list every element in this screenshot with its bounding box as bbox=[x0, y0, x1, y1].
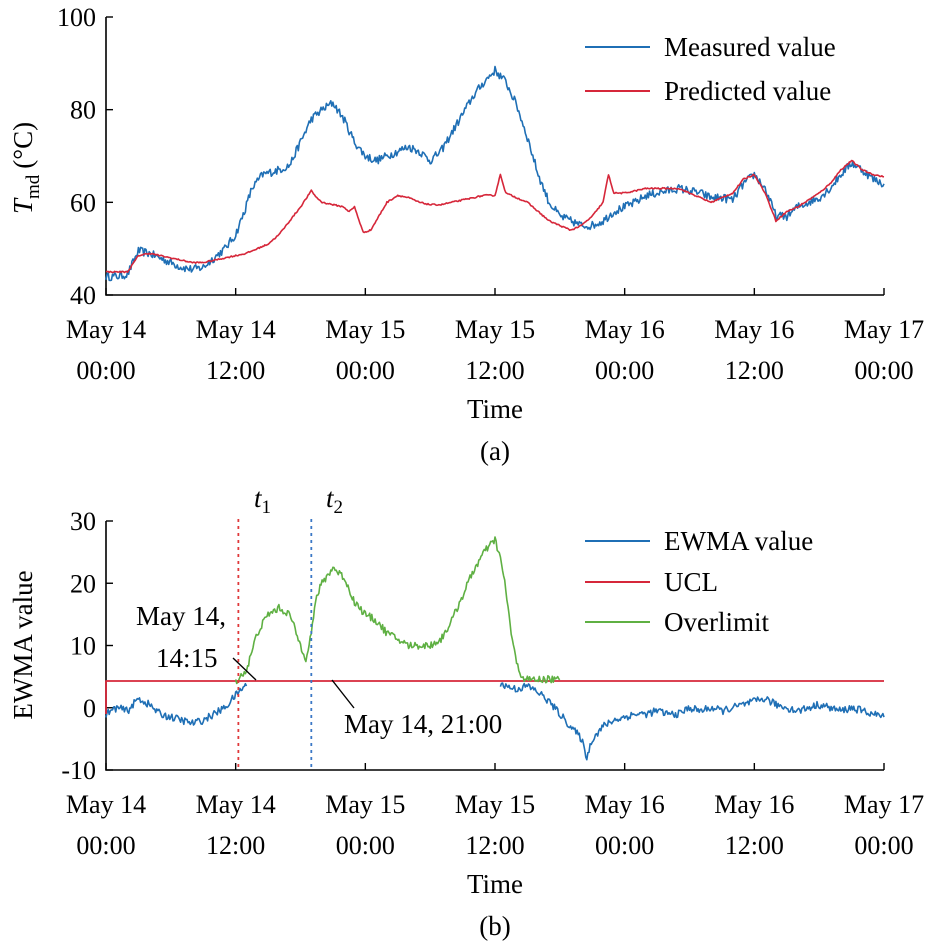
x-axis-label-b: Time bbox=[467, 869, 523, 899]
panel-a: 40 60 80 100 May 14 00:00 May 14 12:00 May 15 00… bbox=[8, 3, 924, 466]
y-tick-label: 30 bbox=[70, 507, 96, 536]
panel-b: -10 0 10 20 30 May 14 00:00 May 14 12:00 May 15 0… bbox=[8, 483, 924, 941]
y-tick-label: 0 bbox=[83, 694, 96, 723]
annotation-t1-line2: 14:15 bbox=[156, 643, 218, 673]
x-tick-label-time: 00:00 bbox=[854, 831, 913, 860]
x-tick-label-date: May 15 bbox=[455, 790, 535, 819]
y-tick-label: 20 bbox=[70, 569, 96, 598]
x-tick-label-date: May 14 bbox=[196, 790, 276, 819]
series-group-a bbox=[105, 65, 885, 282]
y-tick-label: 60 bbox=[70, 188, 96, 217]
x-tick-label-date: May 14 bbox=[196, 315, 276, 344]
annotation-t2-text: May 14, 21:00 bbox=[344, 709, 502, 739]
legend-label-overlimit: Overlimit bbox=[664, 607, 769, 637]
legend-label-predicted: Predicted value bbox=[664, 76, 831, 106]
y-tick-label: -10 bbox=[61, 756, 96, 785]
x-tick-label-date: May 16 bbox=[585, 315, 665, 344]
legend-label-measured: Measured value bbox=[664, 32, 836, 62]
x-tick-label-time: 12:00 bbox=[206, 356, 265, 385]
svg-text:Tmd(°C): Tmd (°C) bbox=[8, 122, 44, 214]
panel-label-b: (b) bbox=[479, 911, 510, 941]
x-tick-label-date: May 16 bbox=[714, 790, 794, 819]
annotation-t2-leader bbox=[331, 679, 355, 709]
y-label-main: T bbox=[8, 197, 38, 214]
x-tick-label-time: 12:00 bbox=[465, 831, 524, 860]
x-tick-label-date: May 14 bbox=[66, 315, 146, 344]
y-label-unit: (°C) bbox=[8, 122, 38, 169]
y-axis-label-b: EWMA value bbox=[8, 570, 38, 719]
legend-label-ucl: UCL bbox=[664, 567, 718, 597]
x-tick-label-time: 00:00 bbox=[336, 831, 395, 860]
x-tick-label-time: 00:00 bbox=[336, 356, 395, 385]
legend-label-ewma: EWMA value bbox=[664, 526, 813, 556]
x-tick-label-time: 00:00 bbox=[854, 356, 913, 385]
x-tick-label-date: May 16 bbox=[714, 315, 794, 344]
x-tick-label-date: May 15 bbox=[325, 315, 405, 344]
y-tick-label: 10 bbox=[70, 632, 96, 661]
x-tick-label-time: 12:00 bbox=[465, 356, 524, 385]
x-tick-label-date: May 14 bbox=[66, 790, 146, 819]
x-tick-label-time: 12:00 bbox=[206, 831, 265, 860]
y-axis-label-a: Tmd (°C) bbox=[8, 122, 44, 214]
legend-b: EWMA value UCL Overlimit bbox=[585, 526, 813, 637]
x-tick-label-date: May 15 bbox=[325, 790, 405, 819]
y-tick-label: 80 bbox=[70, 96, 96, 125]
annotation-t1-leader bbox=[232, 657, 257, 681]
x-tick-label-date: May 17 bbox=[844, 315, 924, 344]
y-label-sub: md bbox=[23, 174, 44, 199]
x-ticks-b: May 14 00:00 May 14 12:00 May 15 00:00 May 15 1… bbox=[66, 763, 924, 860]
x-tick-label-date: May 17 bbox=[844, 790, 924, 819]
y-tick-label: 100 bbox=[57, 3, 96, 32]
y-ticks-b: -10 0 10 20 30 bbox=[61, 507, 113, 785]
annotation-t1-line1: May 14, bbox=[136, 601, 226, 631]
x-tick-label-date: May 15 bbox=[455, 315, 535, 344]
x-tick-label-time: 00:00 bbox=[595, 356, 654, 385]
series-line-measured-value bbox=[105, 65, 885, 282]
x-tick-label-date: May 16 bbox=[585, 790, 665, 819]
series-line-ewma-value-after-overlimit- bbox=[499, 682, 885, 761]
series-line-ucl bbox=[105, 680, 884, 714]
t1-label: t1 bbox=[254, 483, 271, 518]
x-tick-label-time: 12:00 bbox=[725, 831, 784, 860]
x-ticks-a: May 14 00:00 May 14 12:00 May 15 00:00 May 15 1… bbox=[66, 288, 924, 385]
panel-label-a: (a) bbox=[480, 436, 510, 466]
series-line-overlimit bbox=[234, 536, 561, 685]
x-tick-label-time: 12:00 bbox=[725, 356, 784, 385]
x-tick-label-time: 00:00 bbox=[76, 831, 135, 860]
annotation-t1: May 14, 14:15 bbox=[136, 601, 257, 681]
legend-a: Measured value Predicted value bbox=[585, 32, 836, 106]
t2-label: t2 bbox=[326, 483, 343, 518]
y-ticks-a: 40 60 80 100 bbox=[57, 3, 113, 310]
series-line-predicted-value bbox=[105, 159, 885, 274]
x-tick-label-time: 00:00 bbox=[76, 356, 135, 385]
annotation-t2: May 14, 21:00 bbox=[331, 679, 502, 739]
series-group-b bbox=[105, 536, 885, 761]
x-axis-label-a: Time bbox=[467, 394, 523, 424]
series-line-ewma-value bbox=[105, 682, 248, 726]
y-tick-label: 40 bbox=[70, 281, 96, 310]
x-tick-label-time: 00:00 bbox=[595, 831, 654, 860]
